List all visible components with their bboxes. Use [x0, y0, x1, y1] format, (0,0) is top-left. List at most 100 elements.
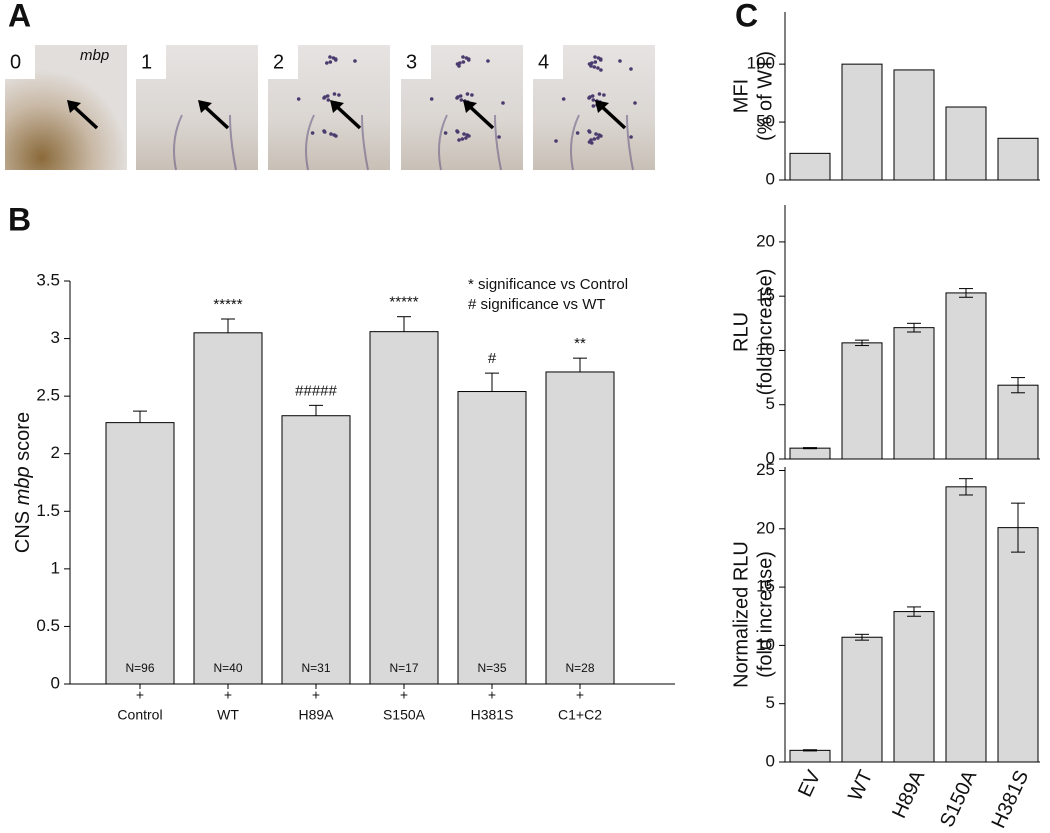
y-axis-label-part: score — [12, 412, 34, 466]
significance: ##### — [295, 382, 337, 399]
stain-dot — [589, 64, 593, 68]
bar — [841, 636, 883, 763]
bar — [945, 486, 987, 763]
category-mark: + — [224, 687, 232, 703]
arrowhead — [330, 100, 344, 113]
stain-trace — [229, 114, 237, 171]
stain-dot — [599, 68, 603, 72]
y-tick-label: 2.5 — [36, 386, 60, 405]
legend-entry: * significance vs Control — [468, 276, 628, 293]
stain-dot — [334, 134, 338, 138]
stain-dot — [599, 134, 603, 138]
y-tick-label: 15 — [756, 577, 775, 596]
significance: ***** — [213, 296, 242, 313]
value-label: N=28 — [565, 661, 594, 675]
bar — [369, 331, 439, 685]
x-tick-label: H381S — [988, 767, 1034, 832]
stain-dot — [464, 136, 468, 140]
value-label: N=40 — [213, 661, 242, 675]
y-axis-label: CNS mbp score — [12, 412, 34, 553]
arrowhead — [463, 100, 477, 113]
y-tick-label: 3.5 — [36, 270, 60, 289]
bar — [789, 447, 831, 460]
stain-dot — [587, 96, 591, 100]
x-tick-label: H381S — [471, 707, 514, 723]
stain-dot — [353, 59, 357, 63]
stain-dot — [467, 134, 471, 138]
stain-dot — [322, 96, 326, 100]
stain-dot — [592, 137, 597, 141]
stain-dot — [325, 61, 329, 65]
y-tick-label: 20 — [756, 231, 775, 250]
value-label: N=35 — [477, 661, 506, 675]
bar — [997, 137, 1039, 181]
stain-dot — [618, 59, 622, 63]
bar — [893, 327, 935, 460]
label-box — [5, 45, 35, 79]
stain-dot — [593, 60, 598, 64]
stage-label: 4 — [538, 51, 549, 73]
y-tick-label: 5 — [766, 693, 775, 712]
label-box — [401, 45, 431, 79]
y-tick-label: 0 — [766, 751, 775, 770]
stain-dot — [326, 98, 331, 102]
stain-dot — [501, 101, 505, 105]
value-label: N=31 — [301, 661, 330, 675]
stain-dot — [328, 55, 332, 59]
stain-trace — [173, 114, 183, 171]
category-mark: + — [400, 687, 408, 703]
bar — [997, 384, 1039, 460]
category-mark: + — [136, 687, 144, 703]
stain-dot — [325, 94, 330, 98]
stain-dot — [457, 64, 461, 68]
y-tick-label: 2 — [51, 443, 60, 462]
stain-dot — [587, 130, 592, 134]
stain-dot — [466, 58, 471, 62]
x-tick-label: H89A — [888, 766, 929, 821]
y-tick-label: 0 — [51, 673, 60, 692]
y-axis-label: RLU — [730, 312, 752, 352]
stain-dot — [329, 132, 333, 136]
y-tick-label: 25 — [756, 460, 775, 479]
y-axis-label: MFI — [730, 79, 752, 113]
stain-trace — [438, 114, 448, 171]
stain-dot — [455, 96, 459, 100]
stain-label: mbp — [80, 47, 109, 64]
stain-dot — [470, 93, 474, 97]
x-tick-label: H89A — [298, 707, 334, 723]
label-box — [533, 45, 563, 79]
y-axis-label: (fold increase) — [754, 551, 776, 678]
panel-label: B — [8, 201, 31, 237]
y-axis-label: (% of WT) — [754, 51, 776, 141]
label-box — [136, 45, 166, 79]
stain-dot — [596, 66, 600, 70]
stain-dot — [629, 67, 633, 71]
y-axis-label-part: mbp — [12, 466, 34, 505]
value-label: N=96 — [125, 661, 154, 675]
legend-entry: # significance vs WT — [468, 296, 606, 313]
stain-dot — [429, 97, 434, 101]
x-tick-label: WT — [844, 767, 877, 804]
x-tick-label: S150A — [936, 766, 982, 830]
stain-dot — [461, 55, 465, 59]
stain-dot — [598, 58, 603, 62]
stage-label: 3 — [406, 51, 417, 73]
bar — [945, 106, 987, 181]
y-tick-label: 10 — [756, 635, 775, 654]
x-tick-label: Control — [117, 707, 162, 723]
stain-dot — [322, 130, 327, 134]
value-label: N=17 — [389, 661, 418, 675]
stain-trace — [626, 114, 634, 171]
x-tick-label: EV — [794, 766, 825, 800]
stain-dot — [296, 97, 301, 101]
bar — [893, 611, 935, 763]
y-tick-label: 0 — [766, 169, 775, 188]
stain-dot — [332, 92, 337, 96]
stain-dot — [602, 93, 606, 97]
x-tick-label: WT — [217, 707, 239, 723]
y-tick-label: 100 — [747, 54, 775, 73]
arrowhead — [595, 100, 609, 113]
stain-dot — [633, 101, 637, 105]
bar — [893, 69, 935, 181]
bar — [841, 342, 883, 460]
